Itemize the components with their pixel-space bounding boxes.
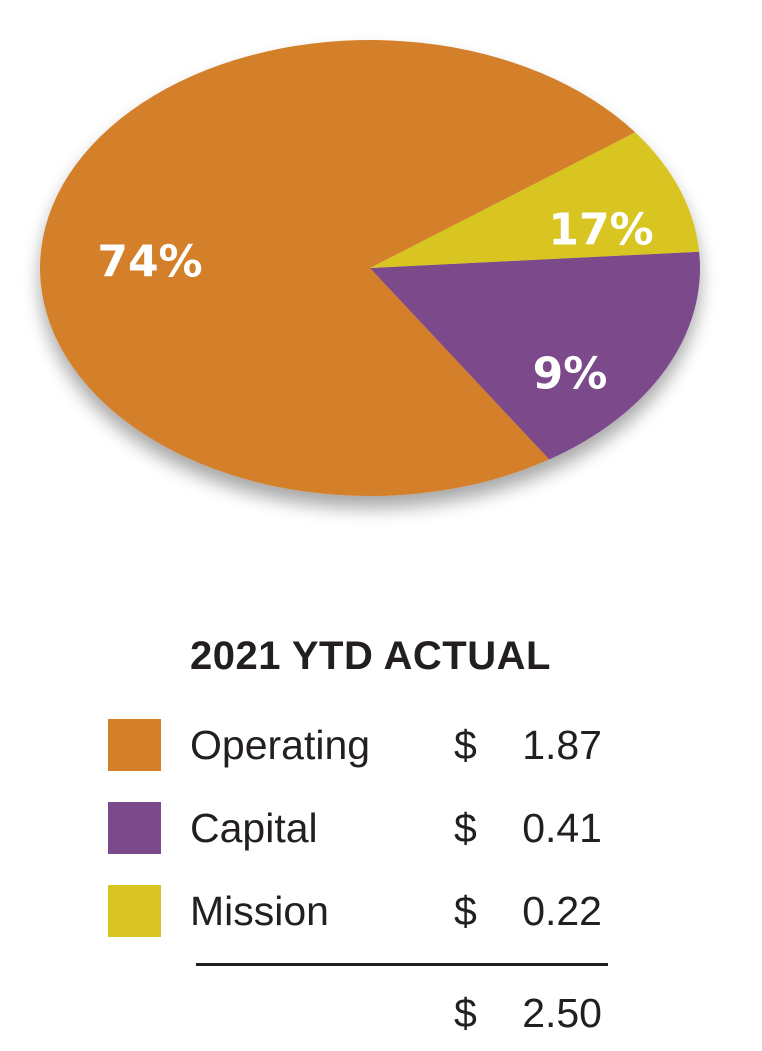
legend-row-mission: Mission $ 0.22: [108, 885, 608, 937]
capital-currency: $: [454, 805, 477, 851]
operating-label: Operating: [190, 722, 371, 768]
legend-row-capital: Capital $ 0.41: [108, 802, 608, 854]
capital-value: 0.41: [522, 805, 602, 851]
legend-title: 2021 YTD ACTUAL: [190, 634, 551, 678]
legend-row-total: $ 2.50: [108, 987, 608, 1039]
pie-slice-operating: [40, 40, 636, 496]
total-currency: $: [454, 990, 477, 1036]
mission-currency: $: [454, 888, 477, 934]
mission-swatch: [108, 885, 161, 937]
legend-row-operating: Operating $ 1.87: [108, 719, 608, 771]
pie-label-operating: 74%: [97, 237, 202, 288]
capital-label: Capital: [190, 805, 318, 851]
pie-label-capital: 17%: [548, 205, 653, 256]
total-value: 2.50: [522, 990, 602, 1036]
capital-swatch: [108, 802, 161, 854]
pie-slice-capital: [370, 251, 700, 460]
operating-value: 1.87: [522, 722, 602, 768]
mission-label: Mission: [190, 888, 329, 934]
pie-slice-mission: [370, 132, 700, 268]
mission-value: 0.22: [522, 888, 602, 934]
pie-chart: 74% 17% 9%: [40, 40, 700, 496]
total-divider: [196, 963, 608, 966]
operating-currency: $: [454, 722, 477, 768]
pie-label-mission: 9%: [533, 349, 608, 400]
operating-swatch: [108, 719, 161, 771]
